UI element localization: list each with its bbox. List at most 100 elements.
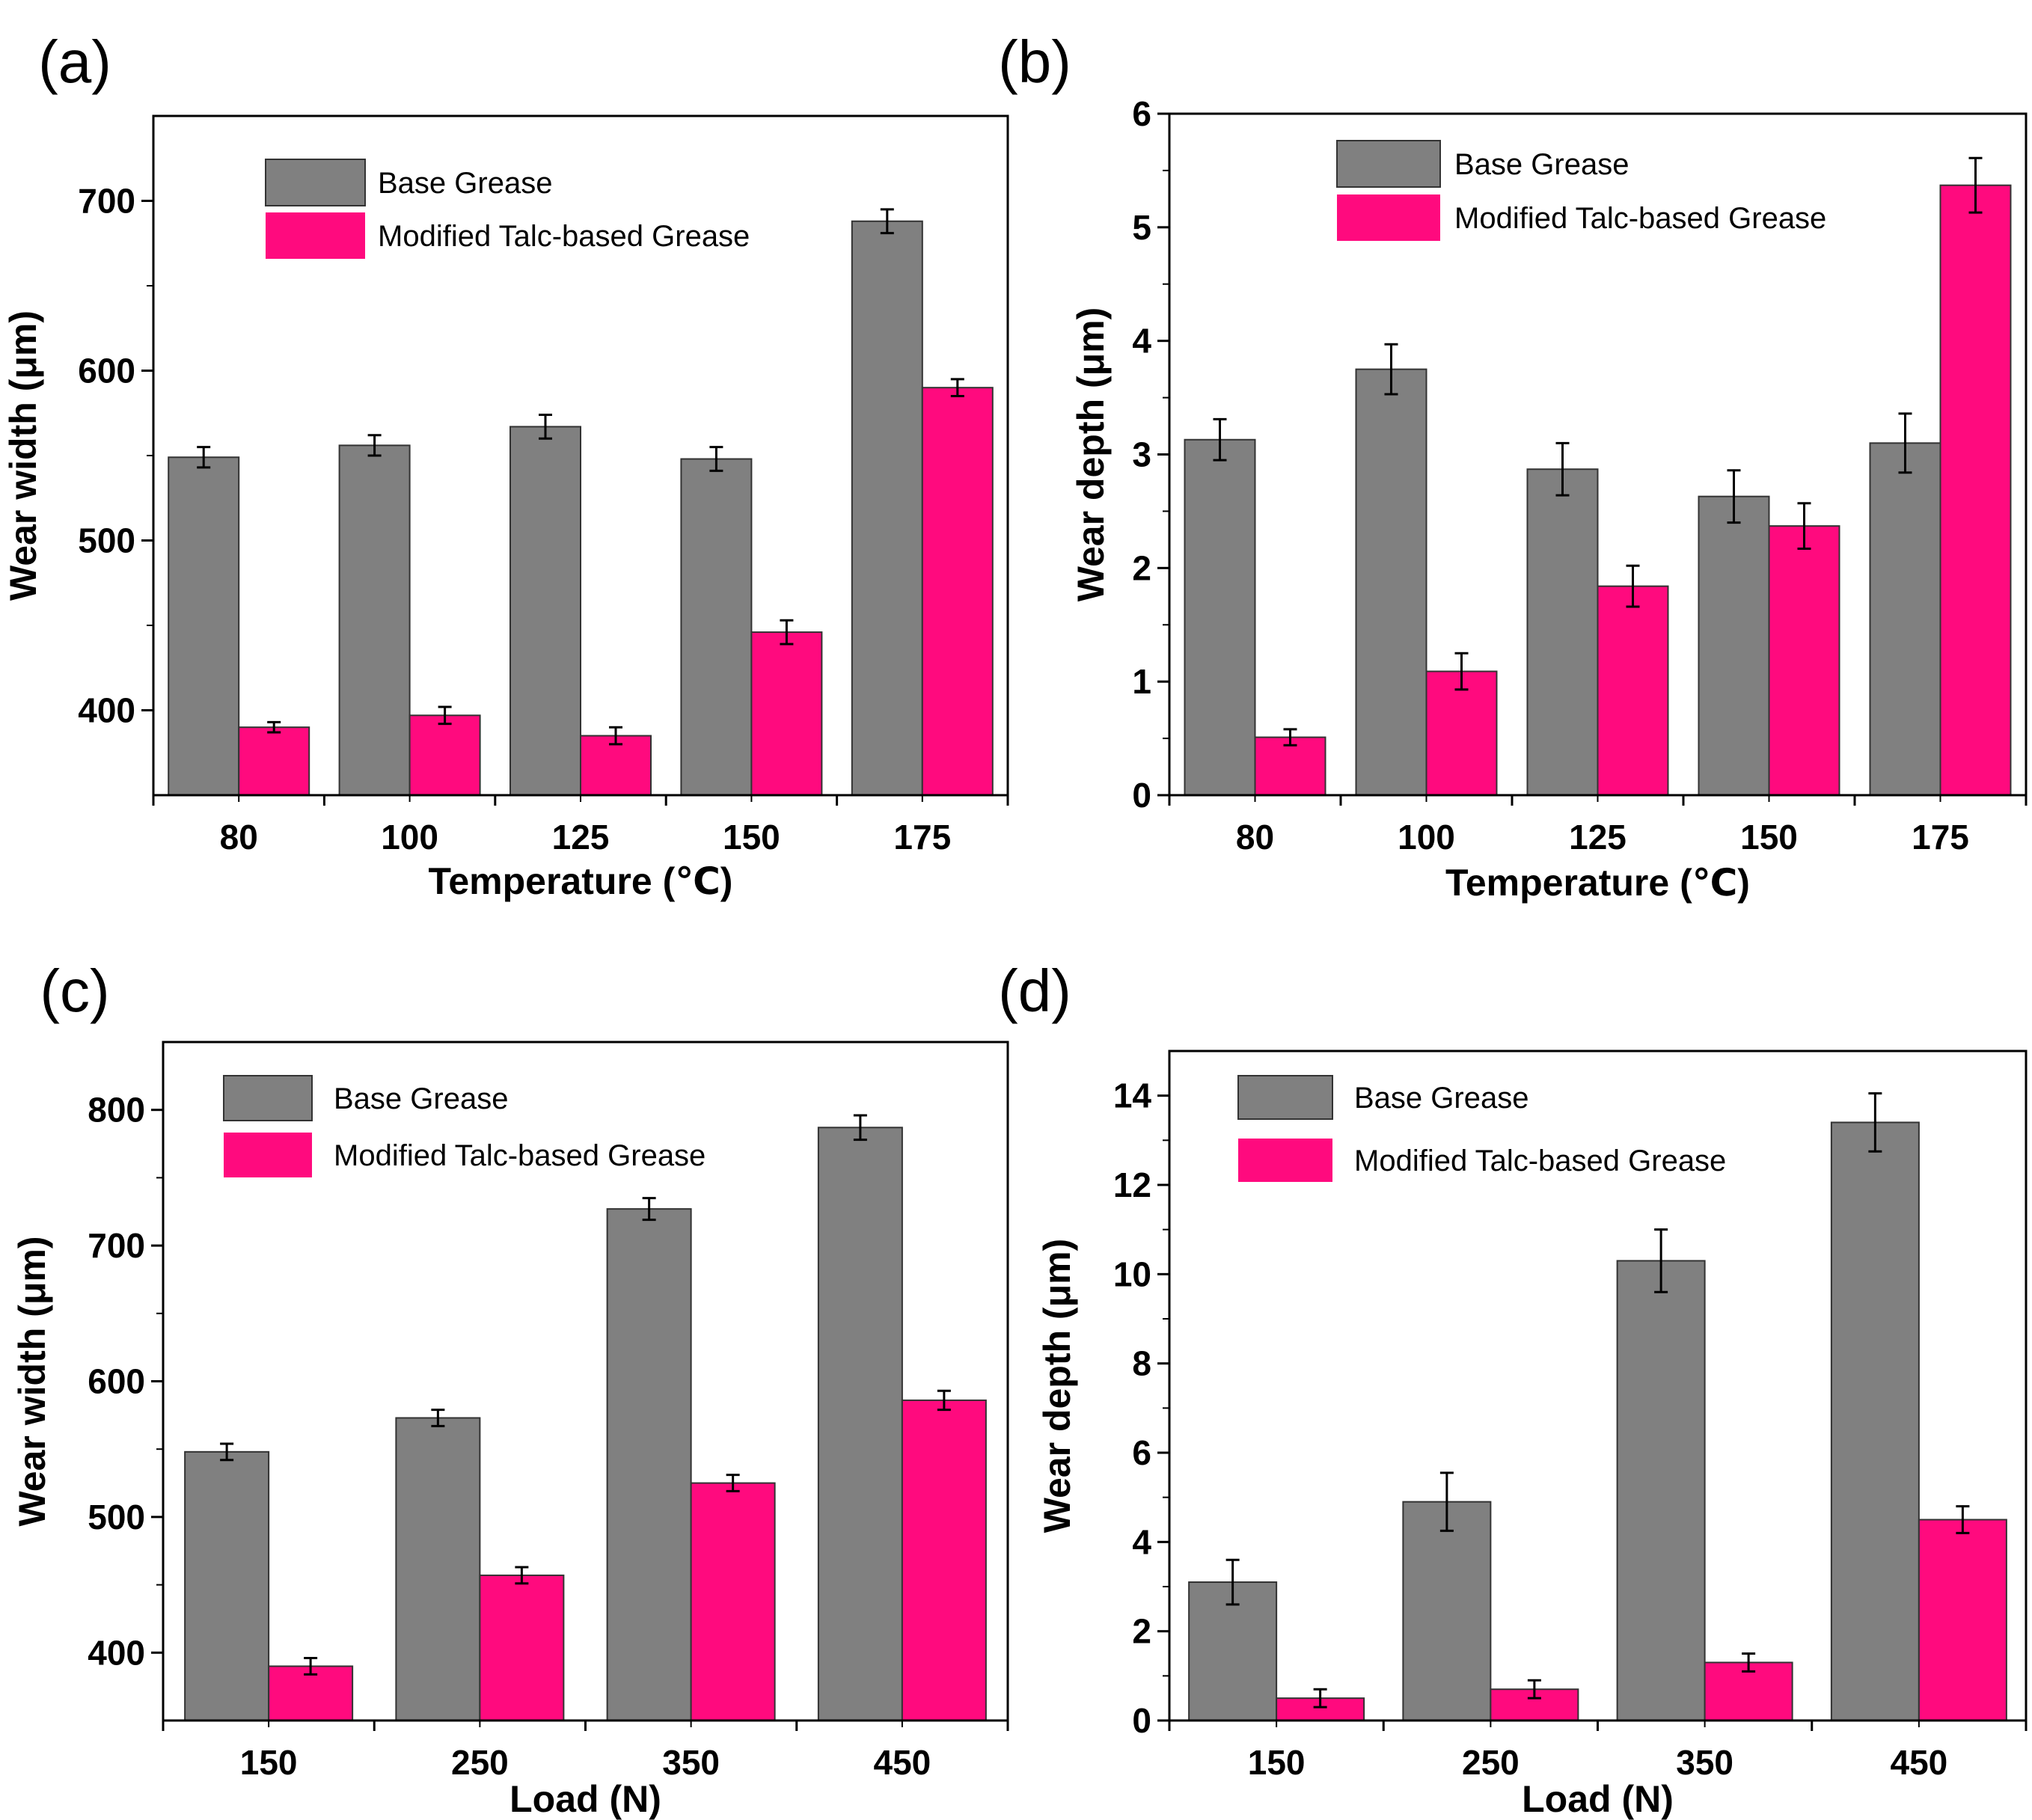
bar-base-175 <box>851 220 923 796</box>
bar-modified-100 <box>408 714 481 796</box>
x-tick-label: 150 <box>1248 1743 1306 1782</box>
y-tick-label: 1 <box>1132 662 1151 701</box>
bar-base-450 <box>817 1127 903 1721</box>
bar-base-250 <box>395 1417 481 1722</box>
bar-base-100 <box>338 444 411 796</box>
panel-label: (a) <box>38 28 111 95</box>
x-tick-label: 100 <box>381 818 438 857</box>
bar-base-350 <box>1616 1260 1706 1721</box>
bar-modified-100 <box>1425 670 1498 796</box>
bar-modified-175 <box>921 387 994 796</box>
legend-label: Base Grease <box>378 167 552 200</box>
bar-base-80 <box>168 456 240 797</box>
x-tick-label: 450 <box>874 1743 931 1782</box>
x-tick-label: 175 <box>1912 818 1969 857</box>
bar-base-150 <box>680 458 753 796</box>
y-tick-label: 0 <box>1132 776 1151 815</box>
legend-swatch <box>1337 194 1440 241</box>
bar-modified-175 <box>1939 184 2012 796</box>
bar-base-150 <box>1698 495 1770 796</box>
chart-panel-b: (b) 0 1 2 3 4 5 6 80 100 125 150 175 Temperature (℃) W… <box>998 28 2028 904</box>
bar-modified-80 <box>238 726 310 797</box>
y-tick-label: 2 <box>1132 548 1151 587</box>
x-tick-label: 450 <box>1891 1743 1948 1782</box>
x-tick-label: 250 <box>1462 1743 1520 1782</box>
bar-base-125 <box>1526 468 1599 796</box>
legend-label: Modified Talc-based Grease <box>334 1139 706 1172</box>
y-tick-label: 500 <box>78 521 135 560</box>
legend-swatch <box>1238 1139 1332 1182</box>
y-tick-label: 10 <box>1113 1254 1151 1293</box>
y-axis-title: Wear width (μm) <box>11 1236 53 1526</box>
y-tick-label: 600 <box>88 1362 145 1401</box>
y-tick-label: 8 <box>1132 1344 1151 1383</box>
x-axis-title: Load (N) <box>509 1778 661 1820</box>
x-tick-label: 80 <box>220 818 258 857</box>
x-tick-label: 100 <box>1398 818 1455 857</box>
x-axis-title: Temperature (℃) <box>1445 862 1750 904</box>
y-tick-label: 700 <box>88 1226 145 1265</box>
bar-base-150 <box>184 1450 270 1721</box>
y-tick-label: 4 <box>1132 322 1151 361</box>
x-axis-title: Temperature (℃) <box>429 860 733 902</box>
legend-label: Base Grease <box>1354 1082 1528 1115</box>
y-axis-title: Wear depth (μm) <box>1070 307 1112 602</box>
bar-base-125 <box>509 426 581 796</box>
legend-swatch <box>266 212 365 259</box>
legend-label: Base Grease <box>1454 148 1629 181</box>
chart-panel-a: (a) 400 500 600 700 80 100 125 150 175 Temperature… <box>2 28 1009 902</box>
bar-base-450 <box>1830 1121 1920 1721</box>
y-tick-label: 4 <box>1132 1522 1151 1561</box>
legend-label: Base Grease <box>334 1082 508 1115</box>
y-tick-label: 6 <box>1132 94 1151 133</box>
y-axis-title: Wear depth (μm) <box>1036 1239 1078 1533</box>
bar-modified-125 <box>1597 585 1669 796</box>
panel-label: (d) <box>998 958 1071 1024</box>
panel-label: (b) <box>998 28 1071 95</box>
bar-modified-150 <box>1768 525 1840 797</box>
x-tick-label: 350 <box>662 1743 720 1782</box>
legend-swatch <box>223 1075 313 1121</box>
bar-base-250 <box>1402 1501 1492 1721</box>
x-axis-title: Load (N) <box>1522 1778 1674 1820</box>
y-tick-label: 800 <box>88 1091 145 1130</box>
y-tick-label: 700 <box>78 182 135 221</box>
legend-swatch <box>265 159 366 206</box>
y-tick-label: 0 <box>1132 1701 1151 1740</box>
chart-panel-d: (d) 0 2 4 6 8 10 12 14 150 250 350 450 Load (N) Wear d… <box>998 958 2028 1820</box>
x-tick-label: 80 <box>1236 818 1274 857</box>
x-tick-label: 150 <box>1740 818 1798 857</box>
x-tick-label: 150 <box>240 1743 298 1782</box>
x-tick-label: 125 <box>1569 818 1626 857</box>
y-tick-label: 400 <box>88 1633 145 1672</box>
panel-label: (c) <box>40 958 109 1024</box>
legend-label: Modified Talc-based Grease <box>1354 1145 1726 1177</box>
x-tick-label: 150 <box>723 818 780 857</box>
y-tick-label: 12 <box>1113 1165 1151 1204</box>
legend-swatch <box>1336 140 1441 188</box>
bar-base-350 <box>606 1208 692 1721</box>
y-tick-label: 14 <box>1113 1076 1152 1115</box>
y-tick-label: 5 <box>1132 208 1151 247</box>
bar-modified-125 <box>580 735 652 796</box>
y-tick-label: 500 <box>88 1498 145 1536</box>
y-tick-label: 600 <box>78 352 135 390</box>
bar-modified-150 <box>750 631 823 797</box>
y-tick-label: 2 <box>1132 1612 1151 1651</box>
y-tick-label: 400 <box>78 691 135 730</box>
y-tick-label: 6 <box>1132 1433 1151 1472</box>
bar-base-80 <box>1184 438 1256 796</box>
x-tick-label: 250 <box>451 1743 509 1782</box>
bar-modified-450 <box>901 1399 987 1721</box>
legend-label: Modified Talc-based Grease <box>1454 202 1826 235</box>
legend-swatch <box>1237 1075 1333 1120</box>
bar-modified-350 <box>690 1482 776 1722</box>
y-tick-label: 3 <box>1132 435 1151 474</box>
x-tick-label: 125 <box>552 818 610 857</box>
legend-swatch <box>224 1133 312 1177</box>
bar-modified-450 <box>1918 1519 2007 1721</box>
bar-base-175 <box>1869 442 1941 796</box>
x-tick-label: 350 <box>1676 1743 1733 1782</box>
